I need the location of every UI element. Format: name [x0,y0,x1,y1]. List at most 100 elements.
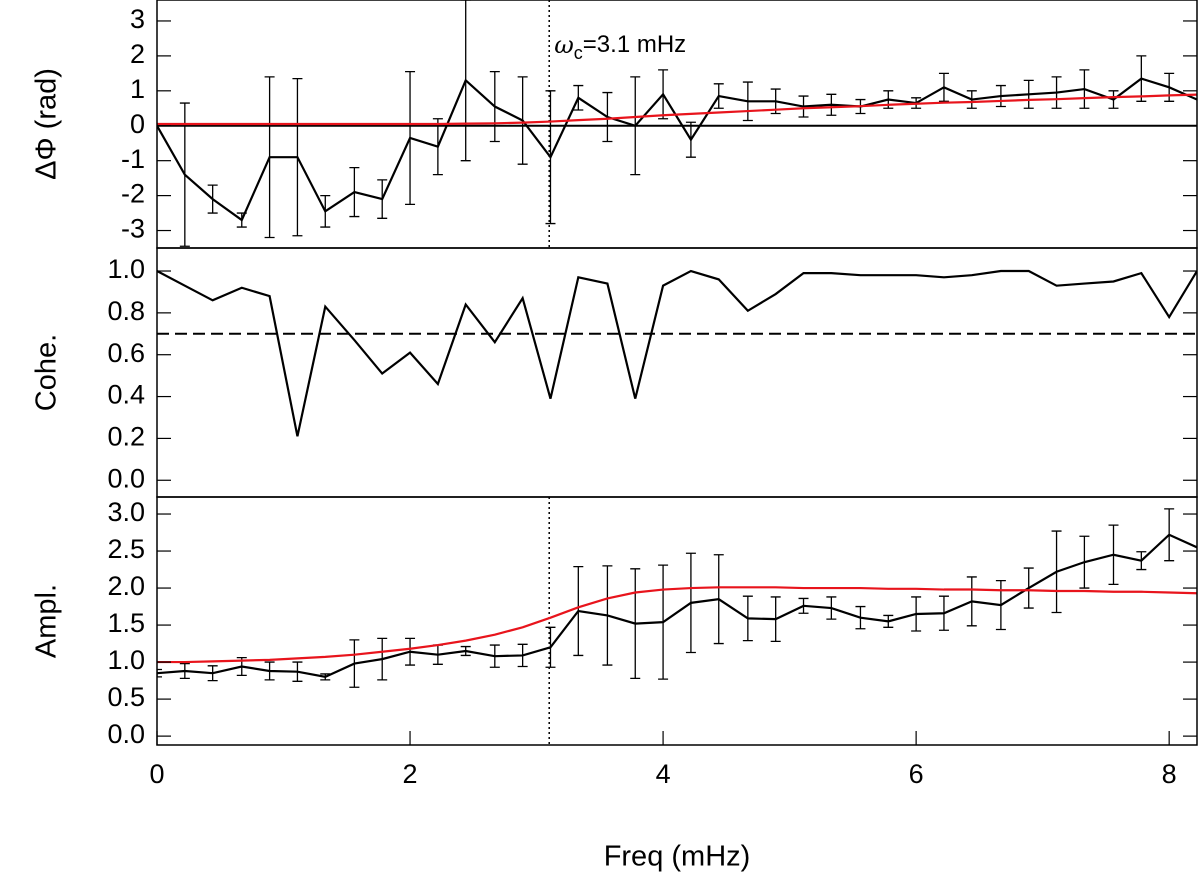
error-bar [855,605,866,630]
error-bar [1108,90,1119,109]
data-line [157,77,1197,222]
data-line [157,533,1197,679]
error-bar [377,179,388,219]
error-bar [573,565,584,657]
error-bar [770,596,781,643]
error-bar [489,70,500,143]
error-bar [1023,79,1034,109]
y-tick-label: 0.5 [107,682,145,712]
error-bar [377,637,388,681]
x-tick-label: 4 [656,759,671,789]
error-bar [1108,524,1119,586]
error-bar [826,596,837,620]
error-bar [742,81,753,122]
y-tick-label: 3 [130,4,145,34]
frame [156,247,1198,498]
error-bar [1164,508,1175,562]
error-bar [798,597,809,614]
y-tick-label: 3.0 [107,497,145,527]
y-axis-label: ΔΦ (rad) [31,68,63,180]
error-bar [489,644,500,668]
y-tick-label: 0.0 [107,719,145,749]
error-bar [405,70,416,205]
y-tick-label: 0.6 [107,338,145,368]
y-tick-label: 0.2 [107,422,145,452]
error-bar [1079,69,1090,109]
plot-area [157,0,1197,248]
error-bar [685,552,696,654]
error-bar [349,167,360,218]
error-bar [938,72,949,102]
x-tick-label: 2 [403,759,418,789]
error-bar [1136,551,1147,571]
error-bar [966,90,977,109]
error-bar [995,84,1006,108]
error-bar [517,643,528,668]
data-line [157,586,1197,664]
x-tick-label: 8 [1162,759,1177,789]
error-bar [292,77,303,237]
y-axis-label: Ampl. [31,584,63,658]
annotation: ωc=3.1 mHz [554,31,686,63]
plot-area [157,497,1197,745]
y-tick-label: 2.0 [107,571,145,601]
y-tick-label: 1.0 [107,645,145,675]
error-bar [405,637,416,666]
error-bar [713,83,724,109]
y-tick-label: -3 [121,214,145,244]
error-bar [1023,567,1034,609]
y-tick-label: 1 [130,74,145,104]
plot-area [157,269,1197,437]
error-bar [179,102,190,247]
error-bar [966,576,977,627]
error-bar [573,84,584,111]
error-bar [883,614,894,628]
error-bar [179,662,190,680]
error-bar [320,194,331,228]
frame [156,496,1198,746]
error-bar [911,596,922,632]
y-tick-label: 0 [130,109,145,139]
y-tick-label: 1.5 [107,608,145,638]
error-bar [602,565,613,666]
error-bar [1136,55,1147,102]
error-bar [1079,535,1090,589]
error-bar [685,121,696,158]
data-line [157,269,1197,437]
error-bar [460,0,471,162]
error-bar [349,639,360,688]
error-bar [292,661,303,682]
y-tick-label: 0.4 [107,380,145,410]
y-tick-label: -1 [121,144,145,174]
annotation-text: =3.1 mHz [583,31,686,58]
y-tick-label: 2.5 [107,534,145,564]
error-bar [517,76,528,165]
x-axis-label: Freq (mHz) [604,841,751,873]
error-bar [742,595,753,642]
error-bar [432,118,443,176]
error-bar [264,76,275,239]
error-bar [207,665,218,682]
error-bar [658,69,669,120]
error-bar [995,580,1006,631]
error-bar [630,568,641,680]
error-bar [1051,530,1062,614]
error-bar [1164,72,1175,102]
error-bar [630,76,641,176]
annotation-symbol: ω [554,31,574,59]
error-bar [545,626,556,668]
error-bar [826,93,837,116]
y-tick-label: 2 [130,39,145,69]
y-tick-label: -2 [121,179,145,209]
error-bar [207,184,218,214]
error-bar [658,564,669,680]
error-bar [264,661,275,681]
x-tick-label: 6 [909,759,924,789]
y-tick-label: 0.0 [107,463,145,493]
error-bar [320,673,331,681]
error-bar [1051,76,1062,109]
error-bar [602,91,613,143]
error-bar [938,595,949,631]
